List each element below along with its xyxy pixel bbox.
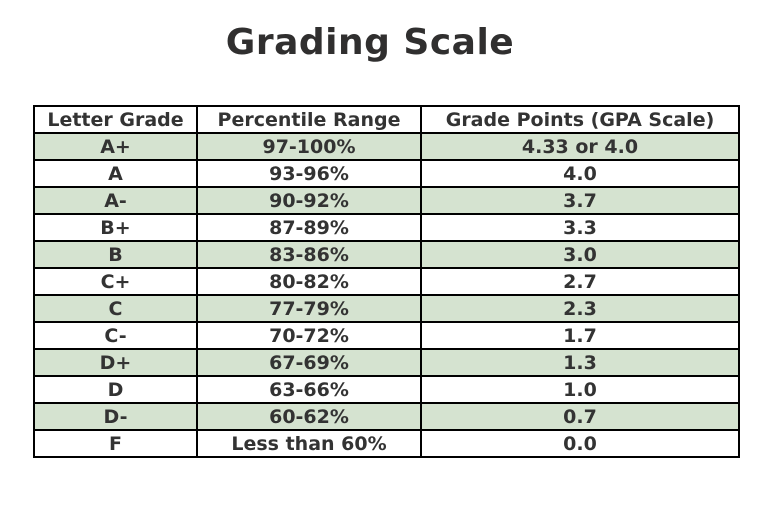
table-row: B 83-86% 3.0 <box>33 240 740 269</box>
table-row: A- 90-92% 3.7 <box>33 186 740 215</box>
cell-percentile-range: Less than 60% <box>196 429 422 458</box>
cell-grade-points: 4.0 <box>420 159 740 188</box>
table-row: A+ 97-100% 4.33 or 4.0 <box>33 132 740 161</box>
header-row: Letter Grade Percentile Range Grade Poin… <box>33 105 740 134</box>
cell-grade-points: 0.7 <box>420 402 740 431</box>
cell-letter-grade: A+ <box>33 132 198 161</box>
cell-percentile-range: 70-72% <box>196 321 422 350</box>
cell-letter-grade: C <box>33 294 198 323</box>
cell-percentile-range: 93-96% <box>196 159 422 188</box>
table-row: C+ 80-82% 2.7 <box>33 267 740 296</box>
cell-letter-grade: B+ <box>33 213 198 242</box>
cell-grade-points: 3.7 <box>420 186 740 215</box>
cell-grade-points: 0.0 <box>420 429 740 458</box>
table-row: B+ 87-89% 3.3 <box>33 213 740 242</box>
cell-grade-points: 1.3 <box>420 348 740 377</box>
table-row: A 93-96% 4.0 <box>33 159 740 188</box>
cell-percentile-range: 80-82% <box>196 267 422 296</box>
cell-letter-grade: A- <box>33 186 198 215</box>
cell-grade-points: 2.3 <box>420 294 740 323</box>
grading-scale-table: Letter Grade Percentile Range Grade Poin… <box>33 105 740 458</box>
cell-letter-grade: C+ <box>33 267 198 296</box>
table-row: D 63-66% 1.0 <box>33 375 740 404</box>
cell-letter-grade: D+ <box>33 348 198 377</box>
cell-percentile-range: 97-100% <box>196 132 422 161</box>
cell-letter-grade: D- <box>33 402 198 431</box>
cell-percentile-range: 87-89% <box>196 213 422 242</box>
table-row: C 77-79% 2.3 <box>33 294 740 323</box>
cell-percentile-range: 60-62% <box>196 402 422 431</box>
cell-letter-grade: A <box>33 159 198 188</box>
cell-letter-grade: D <box>33 375 198 404</box>
cell-letter-grade: C- <box>33 321 198 350</box>
cell-percentile-range: 77-79% <box>196 294 422 323</box>
cell-percentile-range: 83-86% <box>196 240 422 269</box>
table-row: D- 60-62% 0.7 <box>33 402 740 431</box>
header-cell-grade-points: Grade Points (GPA Scale) <box>420 105 740 134</box>
cell-percentile-range: 67-69% <box>196 348 422 377</box>
cell-grade-points: 3.3 <box>420 213 740 242</box>
cell-grade-points: 2.7 <box>420 267 740 296</box>
cell-percentile-range: 63-66% <box>196 375 422 404</box>
header-cell-letter-grade: Letter Grade <box>33 105 198 134</box>
cell-grade-points: 1.0 <box>420 375 740 404</box>
cell-grade-points: 1.7 <box>420 321 740 350</box>
cell-grade-points: 4.33 or 4.0 <box>420 132 740 161</box>
cell-letter-grade: F <box>33 429 198 458</box>
header-cell-percentile-range: Percentile Range <box>196 105 422 134</box>
table-row: F Less than 60% 0.0 <box>33 429 740 458</box>
table-row: C- 70-72% 1.7 <box>33 321 740 350</box>
cell-percentile-range: 90-92% <box>196 186 422 215</box>
page-title: Grading Scale <box>225 22 515 63</box>
cell-letter-grade: B <box>33 240 198 269</box>
table-row: D+ 67-69% 1.3 <box>33 348 740 377</box>
cell-grade-points: 3.0 <box>420 240 740 269</box>
